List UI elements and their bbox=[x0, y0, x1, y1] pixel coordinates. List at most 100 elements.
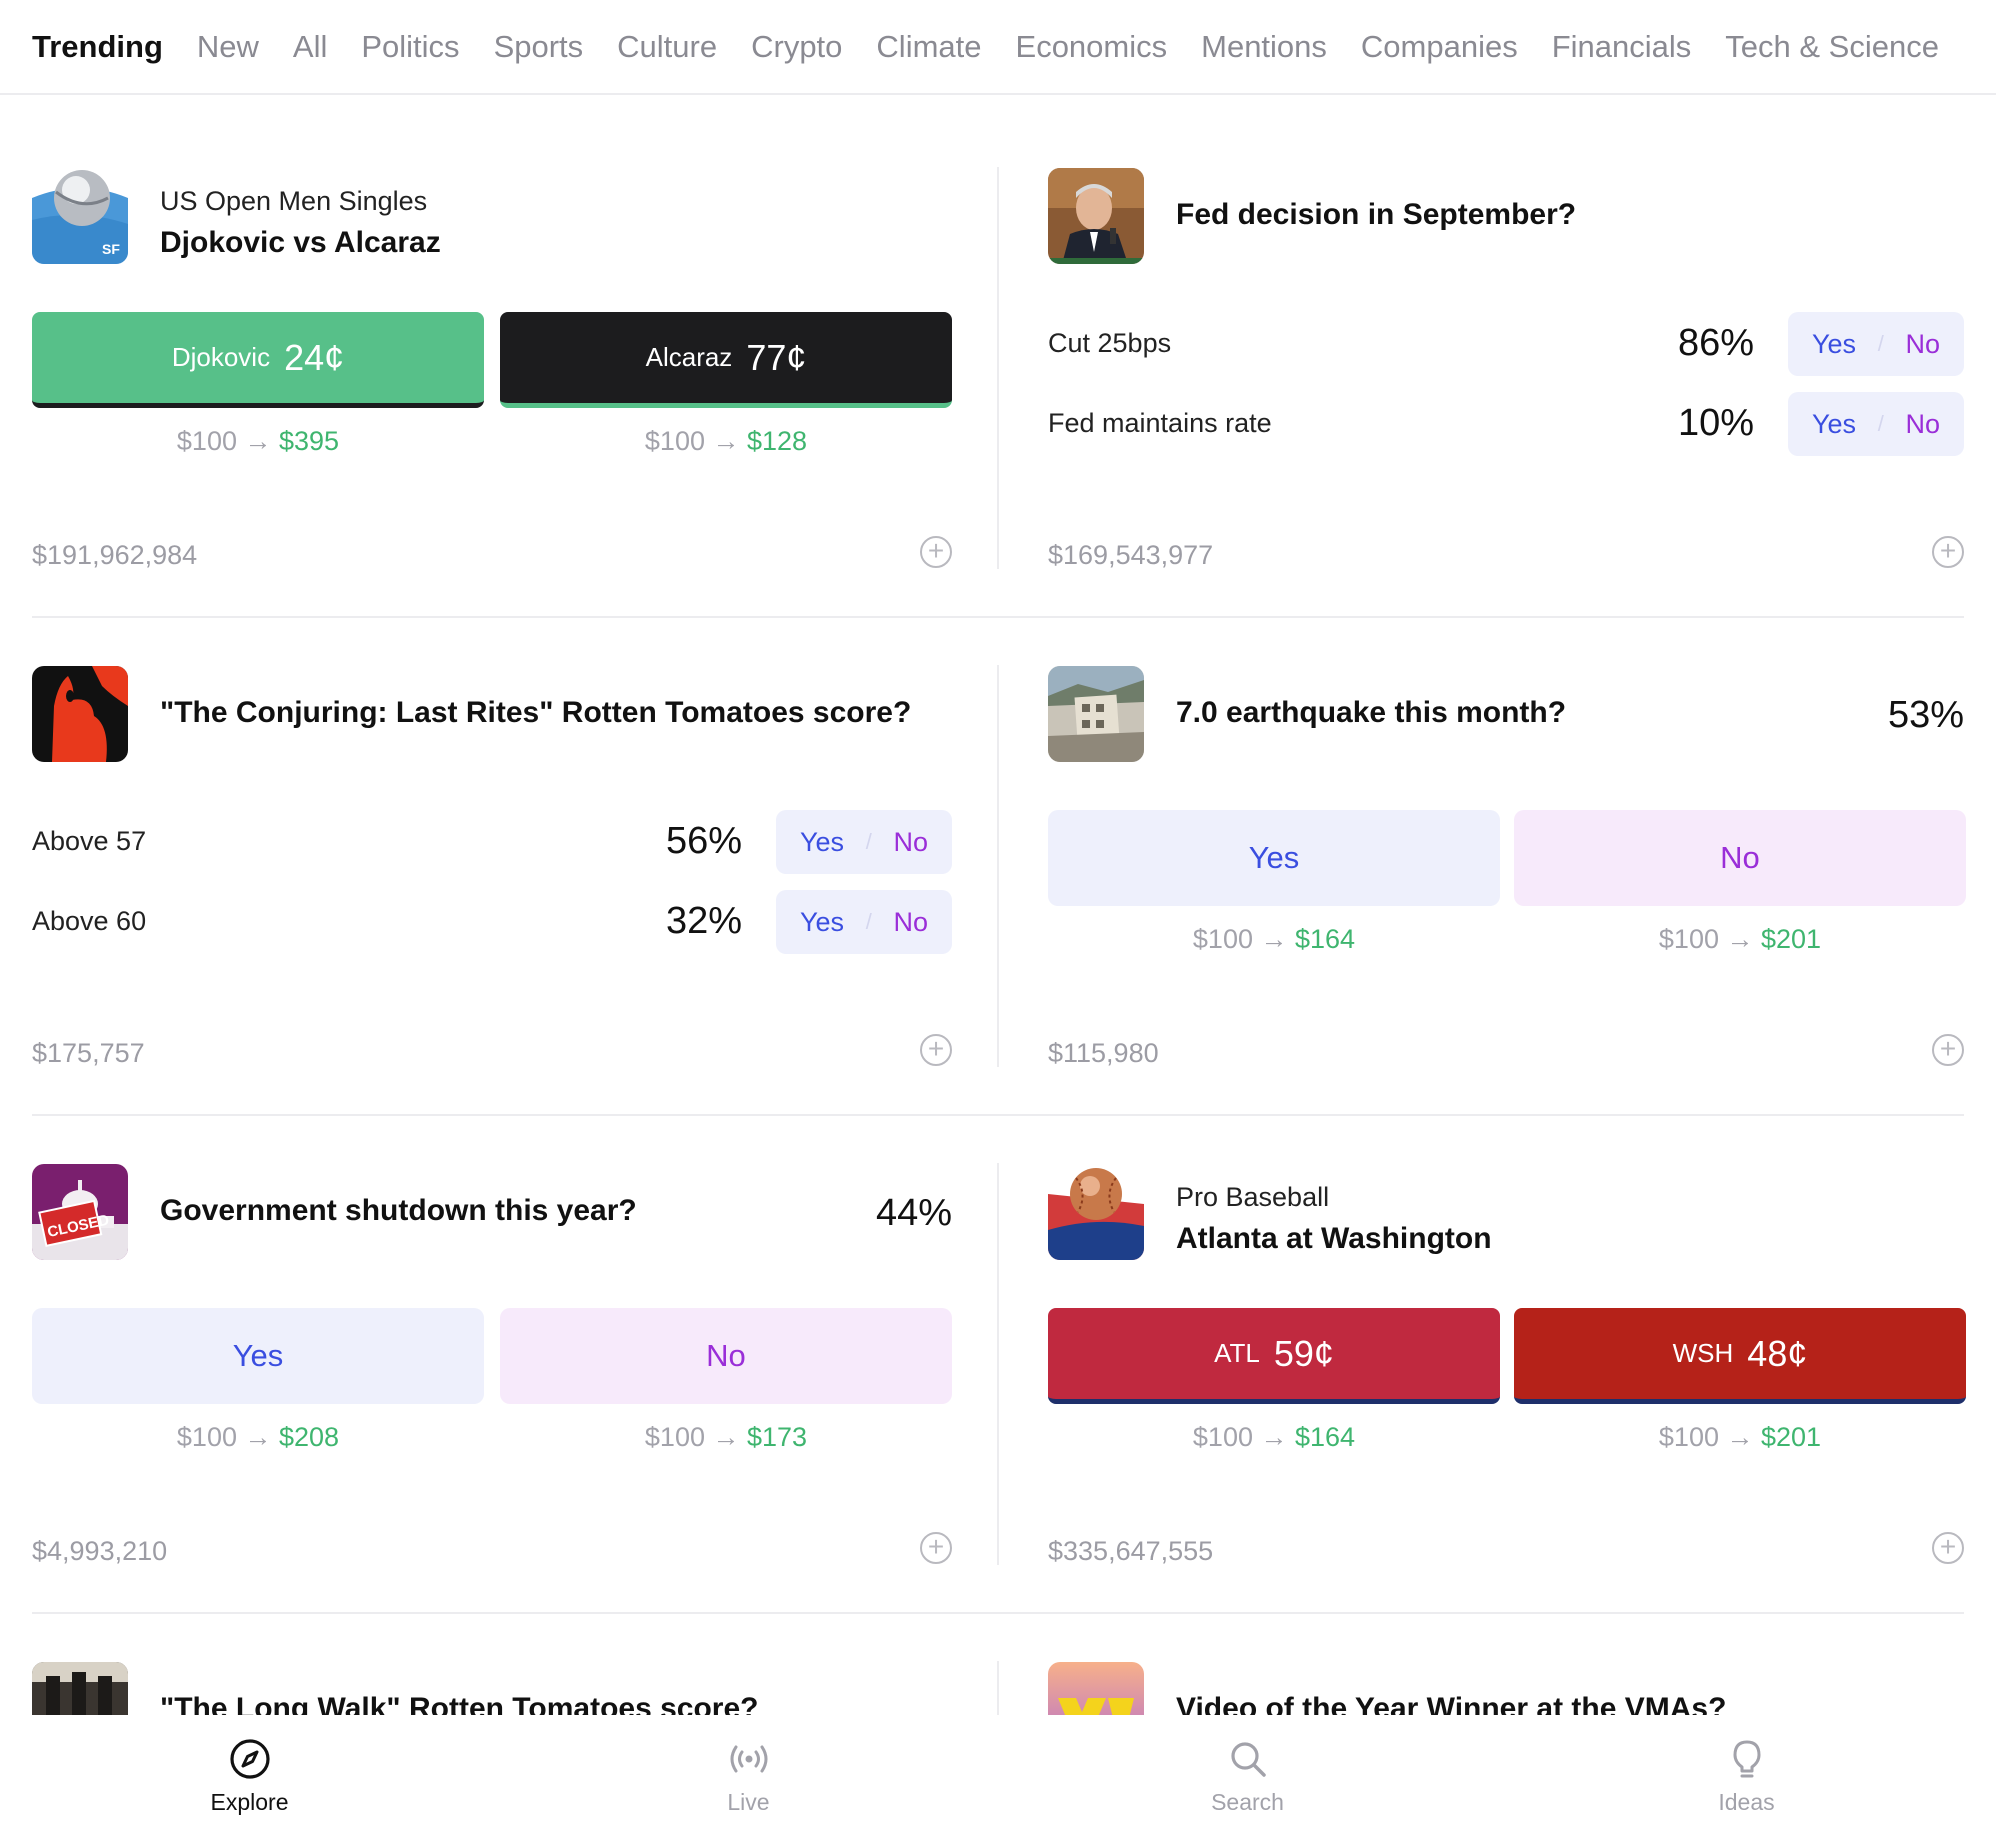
nav-live[interactable]: Live bbox=[499, 1715, 998, 1838]
movie-poster-thumbnail bbox=[32, 1662, 128, 1715]
market-volume: $191,962,984 bbox=[32, 540, 198, 570]
yes-button[interactable]: Yes bbox=[800, 826, 845, 857]
column-divider bbox=[997, 1163, 999, 1565]
movie-poster-thumbnail bbox=[32, 666, 128, 762]
market-volume: $335,647,555 bbox=[1048, 1536, 1214, 1566]
separator: / bbox=[1877, 411, 1884, 436]
no-button[interactable]: No bbox=[500, 1308, 952, 1404]
market-card-long-walk[interactable]: "The Long Walk" Rotten Tomatoes score? bbox=[32, 1662, 952, 1715]
tab-mentions[interactable]: Mentions bbox=[1201, 28, 1327, 64]
market-title[interactable]: Djokovic vs Alcaraz bbox=[160, 226, 441, 259]
column-divider bbox=[997, 167, 999, 569]
yes-button[interactable]: Yes bbox=[32, 1308, 484, 1404]
add-to-watchlist-icon[interactable]: + bbox=[920, 1532, 952, 1564]
tab-companies[interactable]: Companies bbox=[1360, 28, 1518, 64]
tab-climate[interactable]: Climate bbox=[876, 28, 982, 64]
add-to-watchlist-icon[interactable]: + bbox=[920, 536, 952, 568]
yes-no-toggle: Yes / No bbox=[1788, 312, 1964, 376]
market-card-shutdown[interactable]: CLOSED Government shutdown this year? 44… bbox=[32, 1164, 952, 1566]
icon-badge: SF bbox=[102, 241, 120, 257]
row-divider bbox=[32, 1114, 1964, 1116]
outcome-label: Above 57 bbox=[32, 826, 147, 856]
yes-button[interactable]: Yes bbox=[1048, 810, 1500, 906]
outcome-row: Cut 25bps 86% Yes / No bbox=[1048, 312, 1964, 378]
tab-all[interactable]: All bbox=[292, 28, 328, 64]
add-to-watchlist-icon[interactable]: + bbox=[1932, 536, 1964, 568]
tab-new[interactable]: New bbox=[196, 28, 259, 64]
market-card-vmas[interactable]: Video of the Year Winner at the VMAs? bbox=[1048, 1662, 1964, 1715]
baseball-icon bbox=[1048, 1164, 1144, 1260]
payout-text: $100 → $201 bbox=[1658, 1422, 1822, 1452]
no-button[interactable]: No bbox=[1514, 810, 1966, 906]
tab-financials[interactable]: Financials bbox=[1551, 28, 1692, 64]
separator: / bbox=[865, 909, 872, 934]
market-card-earthquake[interactable]: 7.0 earthquake this month? 53% Yes No $1… bbox=[1048, 666, 1966, 1068]
market-title[interactable]: Government shutdown this year? bbox=[160, 1194, 637, 1227]
market-card-fed[interactable]: Fed decision in September? Cut 25bps 86%… bbox=[1048, 168, 1964, 570]
payout-text: $100 → $164 bbox=[1192, 924, 1356, 954]
market-card-conjuring[interactable]: "The Conjuring: Last Rites" Rotten Tomat… bbox=[32, 666, 952, 1068]
column-divider bbox=[997, 1661, 999, 1715]
market-title[interactable]: "The Conjuring: Last Rites" Rotten Tomat… bbox=[160, 696, 912, 729]
tab-economics[interactable]: Economics bbox=[1015, 28, 1168, 64]
no-button[interactable]: No bbox=[1905, 328, 1940, 359]
tab-trending[interactable]: Trending bbox=[32, 28, 163, 64]
team-name: ATL bbox=[1214, 1338, 1260, 1368]
atl-button[interactable]: ATL 59¢ bbox=[1048, 1308, 1500, 1404]
outcome-row: Above 60 32% Yes / No bbox=[32, 890, 952, 956]
tab-culture[interactable]: Culture bbox=[617, 28, 718, 64]
djokovic-button[interactable]: Djokovic 24¢ bbox=[32, 312, 484, 408]
nav-search[interactable]: Search bbox=[998, 1715, 1497, 1838]
yes-button[interactable]: Yes bbox=[1812, 328, 1857, 359]
team-name: Alcaraz bbox=[645, 342, 733, 372]
nav-ideas[interactable]: Ideas bbox=[1497, 1715, 1996, 1838]
market-feed: SF US Open Men Singles Djokovic vs Alcar… bbox=[0, 95, 1996, 1715]
nav-label: Search bbox=[1211, 1789, 1284, 1815]
payout-text: $100 → $164 bbox=[1192, 1422, 1356, 1452]
market-volume: $175,757 bbox=[32, 1038, 145, 1068]
market-card-us-open[interactable]: SF US Open Men Singles Djokovic vs Alcar… bbox=[32, 168, 952, 570]
yes-no-toggle: Yes / No bbox=[776, 810, 952, 874]
alcaraz-button[interactable]: Alcaraz 77¢ bbox=[500, 312, 952, 408]
market-subtitle: US Open Men Singles bbox=[160, 186, 428, 216]
nav-label: Ideas bbox=[1718, 1789, 1775, 1815]
nav-explore[interactable]: Explore bbox=[0, 1715, 499, 1838]
market-title[interactable]: "The Long Walk" Rotten Tomatoes score? bbox=[160, 1692, 759, 1715]
market-card-baseball[interactable]: Pro Baseball Atlanta at Washington ATL 5… bbox=[1048, 1164, 1966, 1566]
team-price: 59¢ bbox=[1273, 1332, 1334, 1374]
add-to-watchlist-icon[interactable]: + bbox=[1932, 1532, 1964, 1564]
yes-button[interactable]: Yes bbox=[1812, 408, 1857, 439]
bottom-navigation: Explore Live Search Ideas bbox=[0, 1715, 1996, 1838]
market-volume: $115,980 bbox=[1048, 1038, 1159, 1068]
market-title[interactable]: Atlanta at Washington bbox=[1176, 1222, 1492, 1255]
no-button[interactable]: No bbox=[893, 826, 928, 857]
outcome-percent: 86% bbox=[1677, 322, 1754, 364]
compass-icon bbox=[229, 1739, 270, 1779]
separator: / bbox=[865, 829, 872, 854]
payout-text: $100 → $201 bbox=[1658, 924, 1822, 954]
column-divider bbox=[997, 665, 999, 1067]
add-to-watchlist-icon[interactable]: + bbox=[920, 1034, 952, 1066]
no-button[interactable]: No bbox=[893, 906, 928, 937]
no-button[interactable]: No bbox=[1905, 408, 1940, 439]
payout-text: $100 → $395 bbox=[176, 426, 340, 456]
wsh-button[interactable]: WSH 48¢ bbox=[1514, 1308, 1966, 1404]
broadcast-icon bbox=[730, 1745, 767, 1773]
outcome-label: Cut 25bps bbox=[1048, 328, 1172, 358]
vma-thumbnail bbox=[1048, 1662, 1144, 1715]
tab-sports[interactable]: Sports bbox=[493, 28, 584, 64]
market-title[interactable]: Video of the Year Winner at the VMAs? bbox=[1176, 1692, 1727, 1715]
outcome-row: Above 57 56% Yes / No bbox=[32, 810, 952, 876]
outcome-percent: 56% bbox=[665, 820, 742, 862]
tab-politics[interactable]: Politics bbox=[361, 28, 460, 64]
add-to-watchlist-icon[interactable]: + bbox=[1932, 1034, 1964, 1066]
fed-chair-photo bbox=[1048, 168, 1144, 264]
team-name: WSH bbox=[1672, 1338, 1734, 1368]
row-divider bbox=[32, 616, 1964, 618]
tab-tech-science[interactable]: Tech & Science bbox=[1725, 28, 1939, 64]
lightbulb-icon bbox=[1733, 1740, 1760, 1778]
market-title[interactable]: 7.0 earthquake this month? bbox=[1176, 696, 1567, 729]
tab-crypto[interactable]: Crypto bbox=[751, 28, 843, 64]
yes-button[interactable]: Yes bbox=[800, 906, 845, 937]
market-title[interactable]: Fed decision in September? bbox=[1176, 198, 1577, 231]
